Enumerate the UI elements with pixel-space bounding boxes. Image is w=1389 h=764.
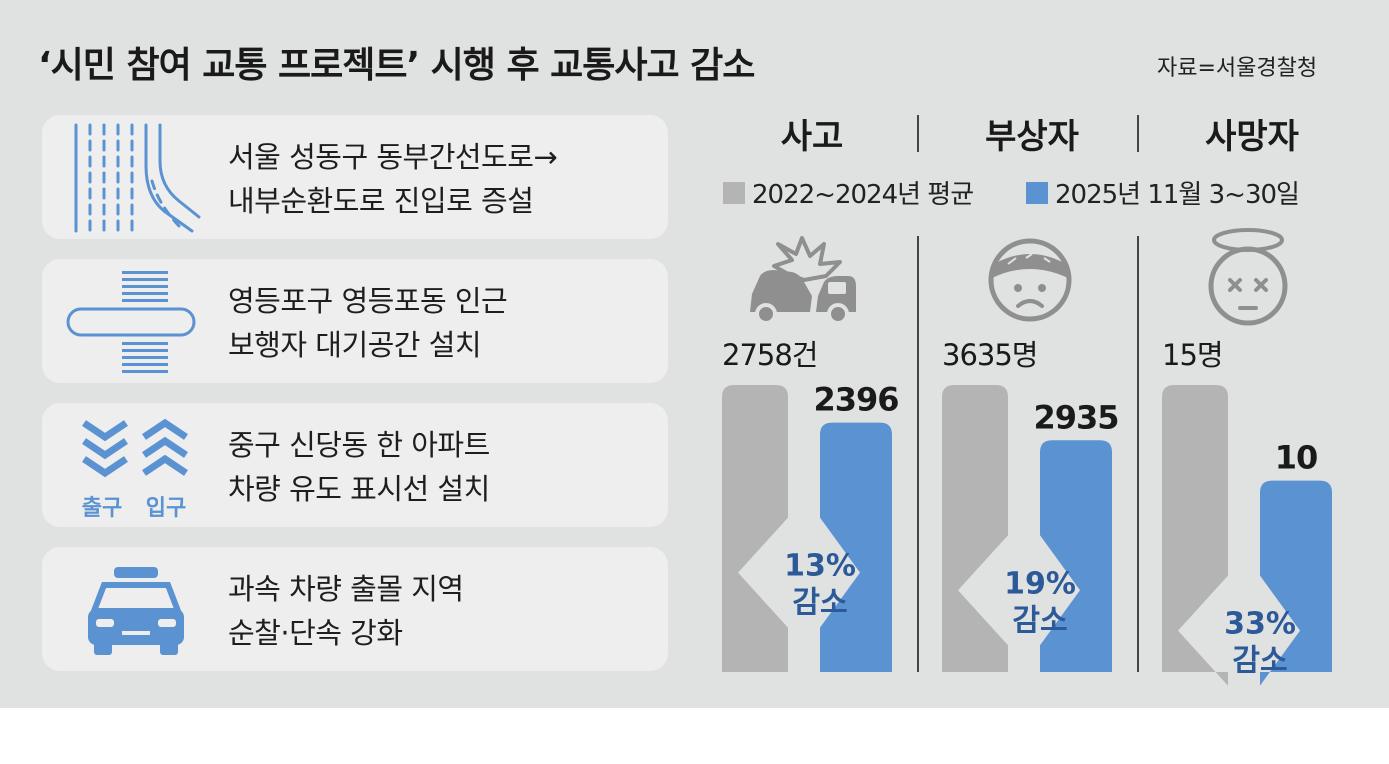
measure-card-3: 출구 입구 중구 신당동 한 아파트 차량 유도 표시선 설치 (42, 403, 668, 527)
bar-before (722, 385, 788, 672)
measure-2-line2: 보행자 대기공간 설치 (228, 328, 482, 362)
bar-group: 15명 10 33%감소 (1162, 338, 1332, 686)
bar-before (1162, 385, 1228, 686)
injured-face-icon (988, 238, 1072, 322)
chevron-arrows-icon: 출구 입구 (82, 418, 188, 521)
header-dividers (917, 115, 1139, 152)
measure-card-1: 서울 성동구 동부간선도로→ 내부순환도로 진입로 증설 (42, 115, 668, 239)
police-car-icon (88, 567, 184, 655)
measure-card-2: 영등포구 영등포동 인근 보행자 대기공간 설치 (42, 259, 668, 383)
reduction-chart: 사고 부상자 사망자 2022~2024년 평균 2025년 11월 3~30일 (722, 115, 1332, 686)
value-label-after: 2396 (813, 381, 898, 419)
page-title: ‘시민 참여 교통 프로젝트’ 시행 후 교통사고 감소 (38, 45, 755, 86)
bar-after (1040, 440, 1112, 672)
value-label-after: 10 (1275, 439, 1318, 477)
bar-group: 2758건 2396 13%감소 (722, 338, 900, 672)
column-dividers (917, 236, 1139, 672)
legend-label-after: 2025년 11월 3~30일 (1055, 180, 1299, 210)
category-label: 사고 (781, 117, 844, 157)
exit-label: 출구 (82, 496, 122, 521)
dead-face-icon (1208, 228, 1288, 326)
value-label-before: 2758건 (722, 338, 817, 372)
legend-label-before: 2022~2024년 평균 (752, 180, 973, 210)
value-label-after: 2935 (1033, 398, 1118, 436)
legend-swatch-before (723, 182, 745, 204)
infographic-panel: ‘시민 참여 교통 프로젝트’ 시행 후 교통사고 감소 자료=서울경찰청 서울… (0, 0, 1389, 708)
bar-group: 3635명 2935 19%감소 (942, 338, 1120, 672)
category-label: 사망자 (1205, 117, 1299, 157)
reduction-percent: 33% (1224, 607, 1296, 642)
bar-after (820, 422, 892, 672)
measure-4-line2: 순찰·단속 강화 (228, 616, 403, 650)
bar-after (1260, 480, 1332, 686)
category-label: 부상자 (985, 117, 1079, 157)
measure-card-4: 과속 차량 출몰 지역 순찰·단속 강화 (42, 547, 668, 671)
reduction-percent: 13% (784, 549, 856, 584)
measure-3-line2: 차량 유도 표시선 설치 (228, 472, 490, 506)
measure-1-line2: 내부순환도로 진입로 증설 (228, 184, 534, 218)
reduction-word: 감소 (1012, 603, 1067, 638)
road-merge-icon (74, 123, 201, 233)
pedestrian-waiting-area-icon (66, 271, 196, 373)
category-headers: 사고 부상자 사망자 (781, 117, 1299, 157)
reduction-word: 감소 (1232, 644, 1287, 679)
reduction-percent: 19% (1004, 566, 1076, 601)
measure-4-line1: 과속 차량 출몰 지역 (228, 572, 464, 606)
measure-2-line1: 영등포구 영등포동 인근 (228, 284, 508, 318)
measure-3-line1: 중구 신당동 한 아파트 (228, 428, 490, 462)
legend-swatch-after (1026, 182, 1048, 204)
bar-before (942, 385, 1008, 672)
reduction-word: 감소 (792, 586, 847, 621)
chart-legend: 2022~2024년 평균 2025년 11월 3~30일 (723, 180, 1300, 210)
source-label: 자료=서울경찰청 (1157, 56, 1318, 81)
value-label-before: 3635명 (942, 338, 1037, 372)
measure-1-line1: 서울 성동구 동부간선도로→ (228, 140, 558, 174)
entrance-label: 입구 (146, 496, 186, 521)
car-crash-icon (750, 236, 856, 325)
value-label-before: 15명 (1162, 338, 1223, 372)
